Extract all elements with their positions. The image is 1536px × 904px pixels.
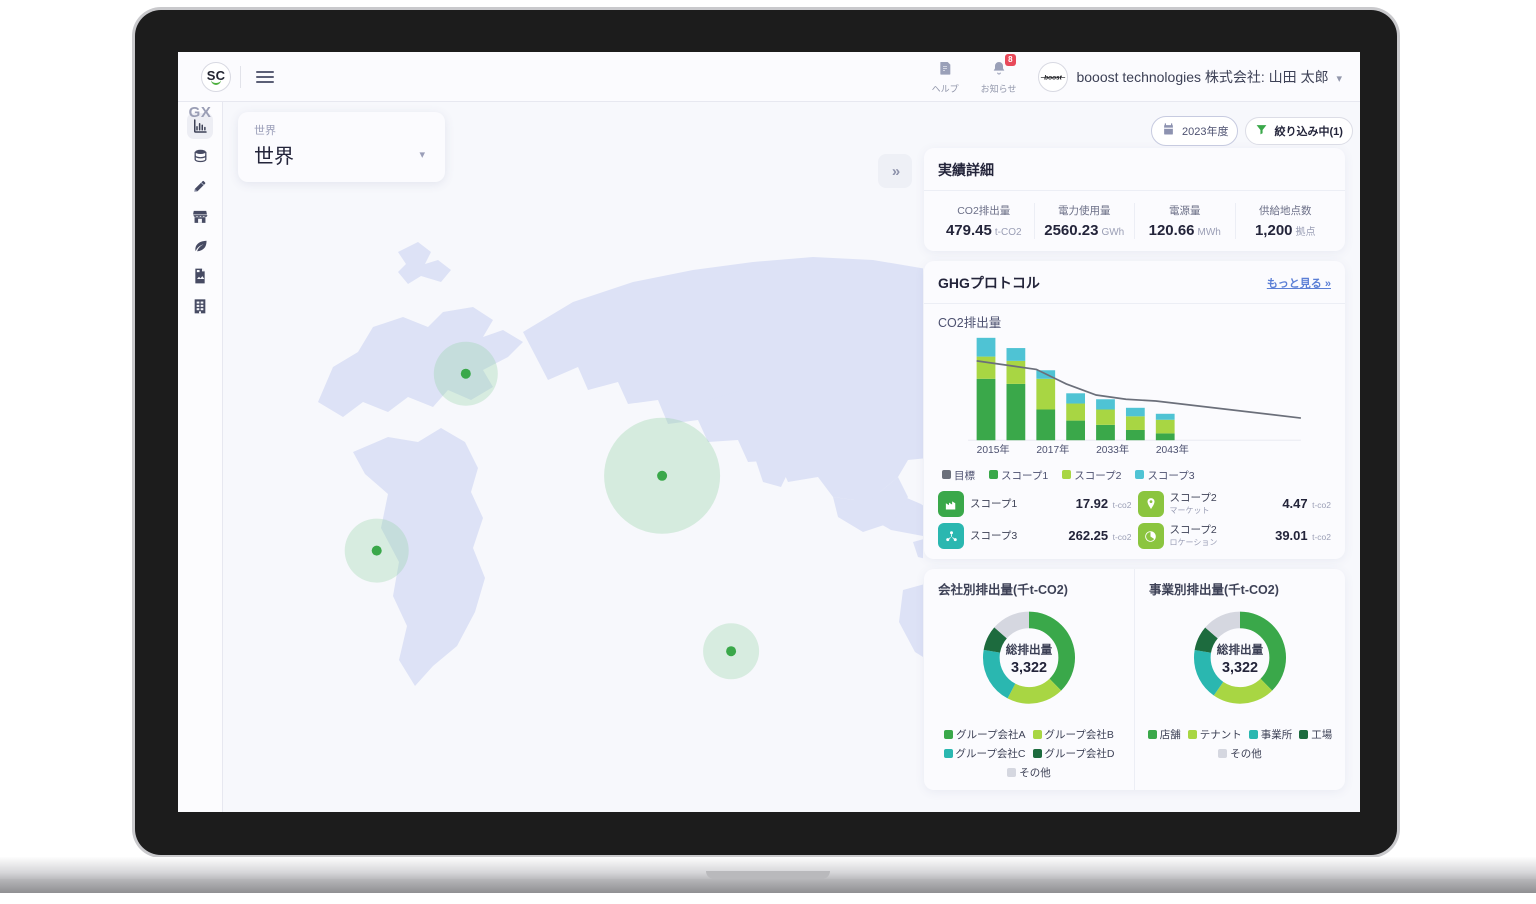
- svg-text:3,322: 3,322: [1011, 660, 1047, 676]
- svg-text:総排出量: 総排出量: [1006, 642, 1053, 656]
- svg-text:総排出量: 総排出量: [1217, 642, 1264, 656]
- svg-text:2017年: 2017年: [1036, 443, 1069, 456]
- svg-text:2015年: 2015年: [977, 443, 1010, 456]
- svg-text:3,322: 3,322: [1222, 660, 1258, 676]
- svg-text:2043年: 2043年: [1156, 443, 1189, 456]
- svg-text:boost: boost: [1045, 75, 1064, 82]
- svg-text:2033年: 2033年: [1096, 443, 1129, 456]
